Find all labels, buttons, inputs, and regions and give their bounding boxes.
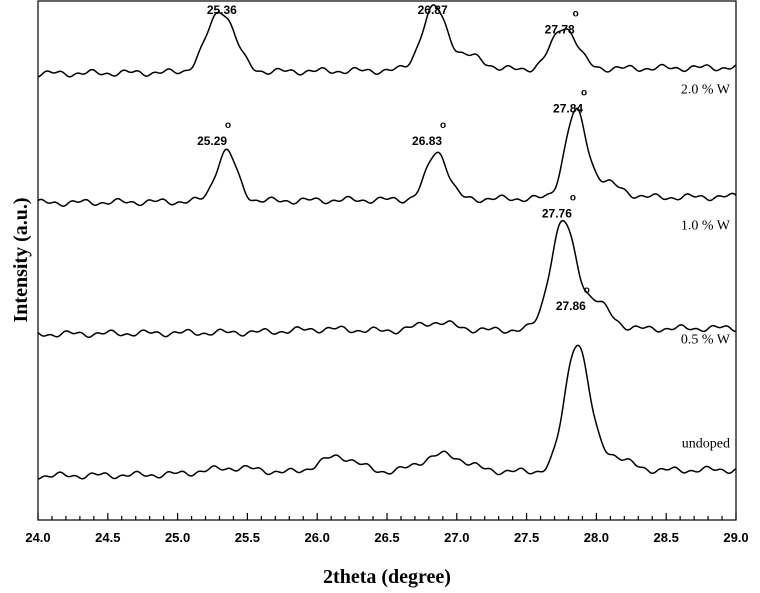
peak-label: 27.84: [553, 102, 583, 116]
x-tick-label: 24.5: [95, 530, 120, 545]
plot-frame: [37, 0, 737, 521]
peak-label-degree: o: [225, 120, 231, 131]
series-labels: 2.0 % W 1.0 % W 0.5 % W undoped: [681, 82, 731, 451]
x-tick-label: 29.0: [723, 530, 748, 545]
peak-label: 26.83: [412, 134, 442, 148]
x-axis-ticks: [37, 513, 737, 520]
x-tick-label: 25.0: [165, 530, 190, 545]
series-label: 0.5 % W: [681, 333, 731, 348]
peak-label: 27.86: [556, 299, 586, 313]
peak-label-degree: o: [584, 285, 590, 296]
series-curve-3: [37, 344, 737, 480]
series-curves: [37, 4, 737, 480]
series-label: 1.0 % W: [681, 218, 731, 233]
peak-label-degree: o: [570, 192, 576, 203]
x-axis-title: 2theta (degree): [323, 566, 451, 588]
series-curve-2: [37, 219, 737, 339]
peak-label: 27.76: [542, 206, 572, 220]
peak-label-degree: o: [573, 9, 579, 20]
x-axis-tick-labels: 24.0 24.5 25.0 25.5 26.0 26.5 27.0 27.5 28.0 28.5…: [25, 530, 748, 545]
series-curve-0: [37, 4, 737, 78]
x-tick-label: 27.5: [514, 530, 539, 545]
peak-label-degree: o: [440, 120, 446, 131]
series-label: 2.0 % W: [681, 82, 731, 97]
x-tick-label: 28.5: [654, 530, 679, 545]
peak-labels: 25.36 o 26.87 o 27.78 o 27.84 o 25.29 o 26.83 o 27.7…: [197, 3, 590, 313]
y-axis-title: Intensity (a.u.): [10, 197, 32, 322]
peak-label: 27.78: [545, 23, 575, 37]
peak-label: 25.29: [197, 134, 227, 148]
series-curve-1: [37, 107, 737, 207]
x-tick-label: 27.0: [444, 530, 469, 545]
peak-label: 25.36: [207, 3, 237, 17]
x-tick-label: 26.5: [374, 530, 399, 545]
peak-label: 26.87: [418, 3, 448, 17]
x-tick-label: 24.0: [25, 530, 50, 545]
x-tick-label: 28.0: [584, 530, 609, 545]
peak-label-degree: o: [581, 88, 587, 99]
x-tick-label: 26.0: [305, 530, 330, 545]
series-label: undoped: [682, 436, 730, 451]
x-tick-label: 25.5: [235, 530, 260, 545]
